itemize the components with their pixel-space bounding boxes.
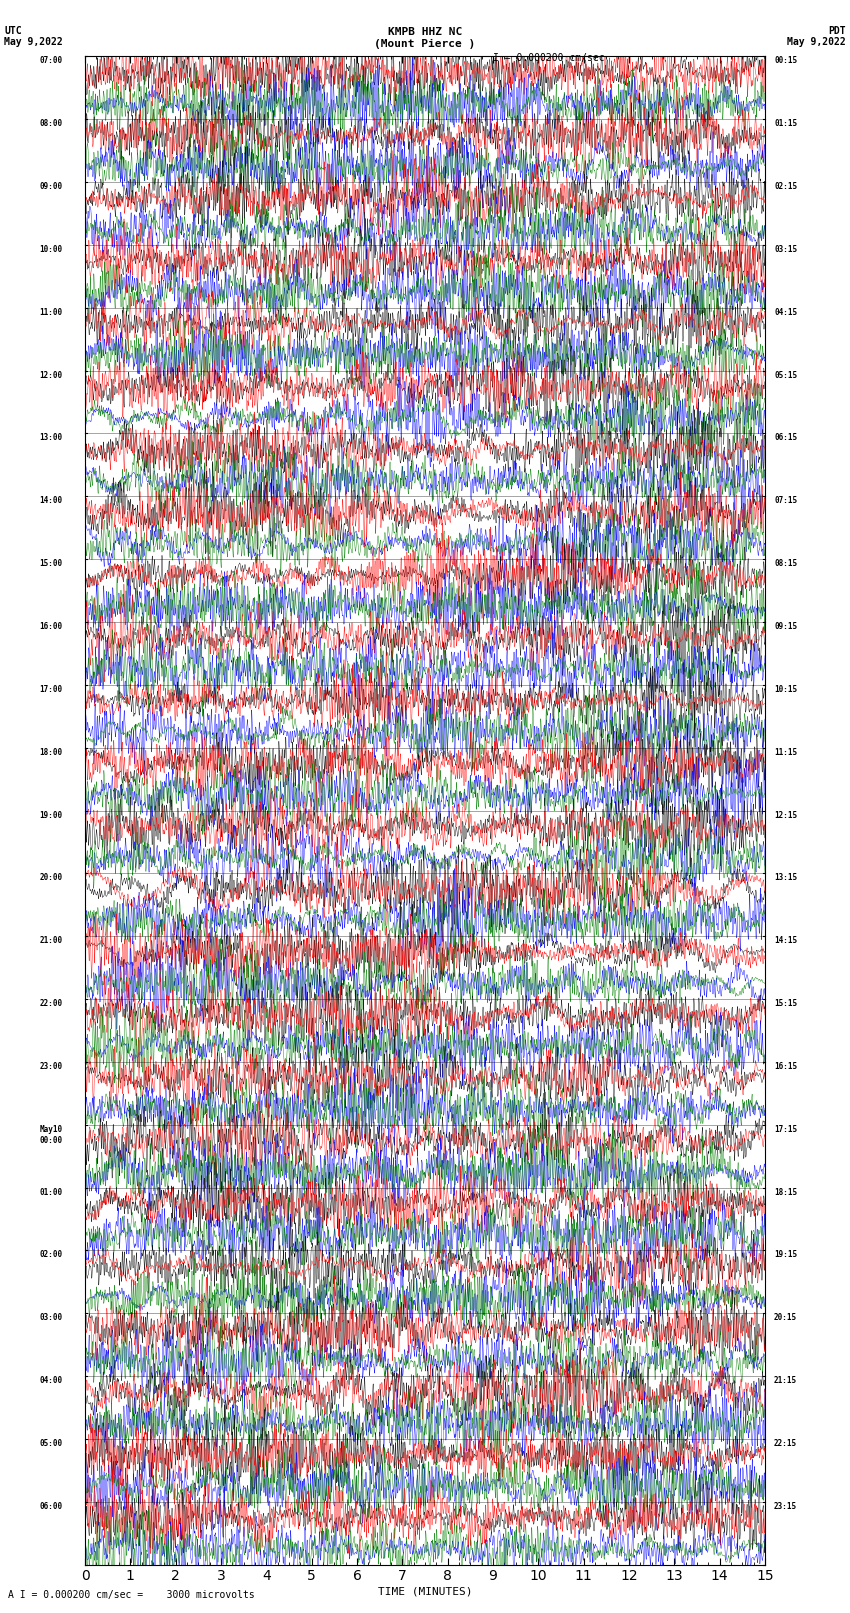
Text: 20:00: 20:00 bbox=[39, 873, 62, 882]
Text: 04:15: 04:15 bbox=[774, 308, 797, 316]
Text: May10: May10 bbox=[39, 1124, 62, 1134]
Text: 06:15: 06:15 bbox=[774, 434, 797, 442]
Text: 15:00: 15:00 bbox=[39, 560, 62, 568]
Text: 14:15: 14:15 bbox=[774, 936, 797, 945]
Text: KMPB HHZ NC: KMPB HHZ NC bbox=[388, 27, 462, 37]
Text: 21:15: 21:15 bbox=[774, 1376, 797, 1386]
Text: 12:00: 12:00 bbox=[39, 371, 62, 379]
Text: 03:00: 03:00 bbox=[39, 1313, 62, 1323]
Text: (Mount Pierce ): (Mount Pierce ) bbox=[374, 39, 476, 48]
Text: 21:00: 21:00 bbox=[39, 936, 62, 945]
Text: 08:00: 08:00 bbox=[39, 119, 62, 129]
Text: 11:00: 11:00 bbox=[39, 308, 62, 316]
Text: 18:00: 18:00 bbox=[39, 748, 62, 756]
Text: 18:15: 18:15 bbox=[774, 1187, 797, 1197]
Text: 00:00: 00:00 bbox=[39, 1136, 62, 1145]
Text: 04:00: 04:00 bbox=[39, 1376, 62, 1386]
Text: 01:15: 01:15 bbox=[774, 119, 797, 129]
Text: 23:15: 23:15 bbox=[774, 1502, 797, 1511]
Text: 17:15: 17:15 bbox=[774, 1124, 797, 1134]
Text: 02:00: 02:00 bbox=[39, 1250, 62, 1260]
Text: 23:00: 23:00 bbox=[39, 1061, 62, 1071]
Text: May 9,2022: May 9,2022 bbox=[4, 37, 63, 47]
X-axis label: TIME (MINUTES): TIME (MINUTES) bbox=[377, 1586, 473, 1597]
Text: 02:15: 02:15 bbox=[774, 182, 797, 190]
Text: 09:00: 09:00 bbox=[39, 182, 62, 190]
Text: 07:00: 07:00 bbox=[39, 56, 62, 66]
Text: 03:15: 03:15 bbox=[774, 245, 797, 253]
Text: 07:15: 07:15 bbox=[774, 497, 797, 505]
Text: 06:00: 06:00 bbox=[39, 1502, 62, 1511]
Text: 12:15: 12:15 bbox=[774, 811, 797, 819]
Text: 17:00: 17:00 bbox=[39, 686, 62, 694]
Text: 16:15: 16:15 bbox=[774, 1061, 797, 1071]
Text: May 9,2022: May 9,2022 bbox=[787, 37, 846, 47]
Text: 19:00: 19:00 bbox=[39, 811, 62, 819]
Text: 13:00: 13:00 bbox=[39, 434, 62, 442]
Text: PDT: PDT bbox=[828, 26, 846, 35]
Text: 22:15: 22:15 bbox=[774, 1439, 797, 1448]
Text: 19:15: 19:15 bbox=[774, 1250, 797, 1260]
Text: 22:00: 22:00 bbox=[39, 998, 62, 1008]
Text: 01:00: 01:00 bbox=[39, 1187, 62, 1197]
Text: 10:00: 10:00 bbox=[39, 245, 62, 253]
Text: 14:00: 14:00 bbox=[39, 497, 62, 505]
Text: I = 0.000200 cm/sec: I = 0.000200 cm/sec bbox=[493, 53, 604, 63]
Text: 05:00: 05:00 bbox=[39, 1439, 62, 1448]
Text: 00:15: 00:15 bbox=[774, 56, 797, 66]
Text: 15:15: 15:15 bbox=[774, 998, 797, 1008]
Text: 09:15: 09:15 bbox=[774, 623, 797, 631]
Text: A I = 0.000200 cm/sec =    3000 microvolts: A I = 0.000200 cm/sec = 3000 microvolts bbox=[8, 1590, 255, 1600]
Text: UTC: UTC bbox=[4, 26, 22, 35]
Text: 08:15: 08:15 bbox=[774, 560, 797, 568]
Text: 11:15: 11:15 bbox=[774, 748, 797, 756]
Text: 13:15: 13:15 bbox=[774, 873, 797, 882]
Text: 20:15: 20:15 bbox=[774, 1313, 797, 1323]
Text: 16:00: 16:00 bbox=[39, 623, 62, 631]
Text: 05:15: 05:15 bbox=[774, 371, 797, 379]
Text: 10:15: 10:15 bbox=[774, 686, 797, 694]
